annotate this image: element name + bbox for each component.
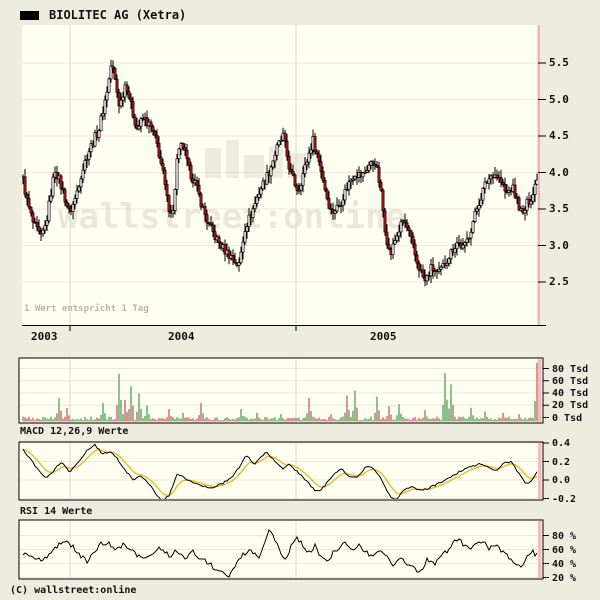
volume-bars: [22, 362, 538, 422]
price-axis-label: 3.0: [549, 238, 569, 252]
volume-axis-label: 80 Tsd: [552, 363, 589, 375]
price-axis-label: 3.5: [549, 202, 569, 215]
macd-axis-label: 0.0: [552, 475, 571, 486]
macd-gridlines: [20, 442, 542, 499]
rsi-axis-label: 20 %: [552, 572, 577, 584]
macd-axis-label: 0.4: [552, 438, 571, 449]
macd-axis-label: 0.2: [552, 456, 571, 468]
rsi-line: [22, 529, 538, 578]
copyright-text: (C) wallstreet:online: [10, 585, 137, 596]
price-axis-label: 2.5: [549, 275, 569, 288]
year-axis-label: 2005: [370, 330, 397, 343]
volume-axis-label: 40 Tsd: [552, 388, 589, 399]
price-axis-label: 5.5: [549, 56, 569, 69]
rsi-gridlines: [20, 521, 542, 578]
macd-line: [22, 443, 538, 499]
candlestick-series: [22, 59, 538, 287]
rsi-axis-label: 40 %: [552, 558, 577, 570]
chart-title: BIOLITEC AG (Xetra): [49, 8, 187, 22]
rsi-axis-label: 80 %: [552, 530, 577, 542]
price-axis-label: 4.0: [549, 165, 569, 179]
legend-swatch: [20, 11, 39, 20]
year-axis-label: 2003: [31, 330, 58, 343]
volume-gridlines: [20, 359, 542, 422]
price-axis-label: 4.5: [549, 129, 569, 142]
volume-axis-label: 20 Tsd: [552, 400, 589, 412]
macd-axis-label: -0.2: [552, 493, 577, 505]
watermark: wallstreet:online: [58, 140, 406, 237]
price-axis-label: 5.0: [549, 92, 569, 106]
year-axis-label: 2004: [168, 330, 195, 343]
price-gridlines: [22, 25, 538, 325]
rsi-axis-label: 60 %: [552, 544, 577, 556]
watermark-text: wallstreet:online: [58, 197, 406, 237]
volume-axis-label: 60 Tsd: [552, 375, 589, 387]
volume-axis-label: 0 Tsd: [552, 412, 583, 424]
rsi-panel-title: RSI 14 Werte: [20, 506, 93, 517]
price-axis: [22, 25, 546, 331]
scale-note: 1 Wert entspricht 1 Tag: [24, 304, 149, 314]
macd-panel-title: MACD 12,26,9 Werte: [20, 426, 129, 437]
